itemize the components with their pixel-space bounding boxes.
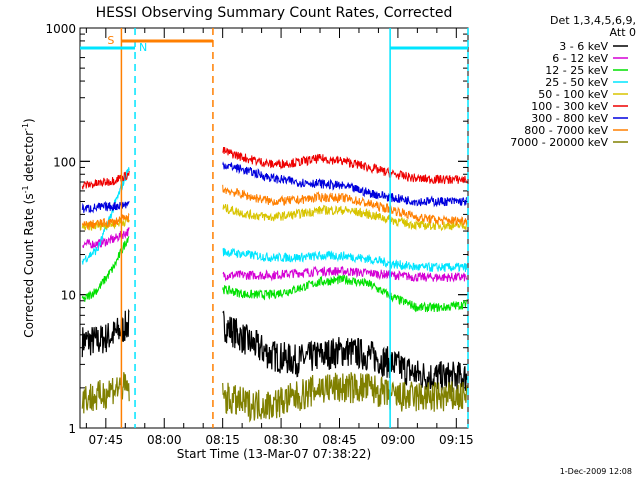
legend-entry: 800 - 7000 keV bbox=[524, 124, 608, 137]
series-line bbox=[81, 308, 130, 358]
legend-entry: 6 - 12 keV bbox=[552, 52, 608, 65]
x-tick-label: 09:00 bbox=[381, 433, 416, 447]
series-line bbox=[222, 273, 468, 313]
series-line bbox=[81, 200, 130, 214]
legend-entry: 3 - 6 keV bbox=[559, 40, 608, 53]
series-line bbox=[81, 236, 130, 302]
series-line bbox=[222, 247, 468, 273]
series-line bbox=[222, 310, 468, 393]
x-tick-label: 08:15 bbox=[205, 433, 240, 447]
x-tick-label: 08:30 bbox=[264, 433, 299, 447]
series-line bbox=[222, 161, 468, 208]
series-line bbox=[222, 204, 468, 232]
y-tick-label: 100 bbox=[53, 155, 76, 169]
series-line bbox=[81, 372, 130, 414]
y-tick-label: 1000 bbox=[45, 22, 76, 36]
chart-title: HESSI Observing Summary Count Rates, Cor… bbox=[96, 5, 453, 21]
x-tick-label: 07:45 bbox=[89, 433, 124, 447]
footer-timestamp: 1-Dec-2009 12:08 bbox=[559, 467, 632, 476]
flag-bar-label: N bbox=[139, 41, 147, 54]
legend-entry: 25 - 50 keV bbox=[545, 76, 608, 89]
y-axis-label: Corrected Count Rate (s-1 detector-1) bbox=[21, 118, 36, 337]
legend-header: Att 0 bbox=[610, 26, 636, 39]
series-line bbox=[222, 146, 468, 185]
data-area bbox=[81, 146, 468, 423]
legend-entry: 50 - 100 keV bbox=[538, 88, 608, 101]
x-axis-label: Start Time (13-Mar-07 07:38:22) bbox=[177, 447, 371, 461]
plot-frame bbox=[79, 27, 469, 429]
series-line bbox=[82, 227, 130, 249]
y-tick-label: 10 bbox=[61, 289, 76, 303]
flag-bar-label: S bbox=[107, 34, 114, 47]
y-tick-label: 1 bbox=[68, 422, 76, 436]
series-line bbox=[222, 265, 468, 283]
x-tick-label: 08:45 bbox=[322, 433, 357, 447]
x-tick-label: 08:00 bbox=[147, 433, 182, 447]
legend-header: Det 1,3,4,5,6,9, bbox=[550, 14, 636, 27]
legend-entry: 300 - 800 keV bbox=[531, 112, 608, 125]
series-line bbox=[222, 184, 468, 227]
x-tick-label: 09:15 bbox=[439, 433, 474, 447]
legend-entry: 100 - 300 keV bbox=[531, 100, 608, 113]
legend-entry: 7000 - 20000 keV bbox=[510, 136, 608, 149]
series-line bbox=[222, 372, 468, 423]
legend-entry: 12 - 25 keV bbox=[545, 64, 608, 77]
